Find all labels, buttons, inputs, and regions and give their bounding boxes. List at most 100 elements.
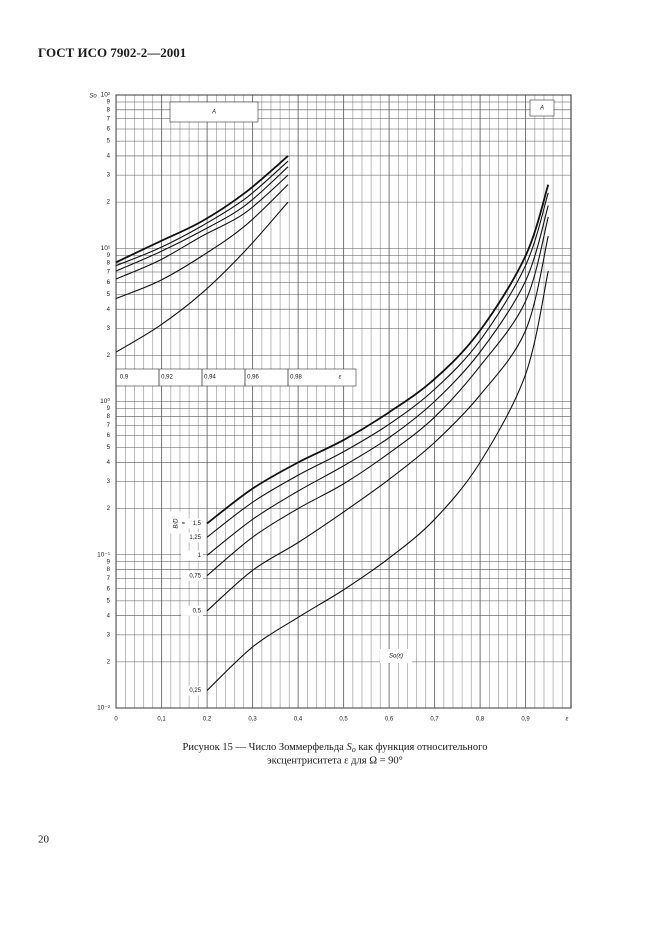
curve bbox=[115, 160, 289, 267]
y-tick-label: 2 bbox=[107, 200, 111, 206]
y-tick-label: 4 bbox=[107, 307, 111, 313]
y-tick-label: 9 bbox=[107, 253, 111, 259]
inset-axis-band bbox=[115, 368, 357, 387]
y-tick-label: 10² bbox=[101, 92, 111, 99]
x-tick-label: 0,8 bbox=[476, 717, 485, 723]
y-tick-label: 7 bbox=[107, 270, 111, 276]
y-tick-label: 8 bbox=[107, 261, 111, 267]
series-label: 0,5 bbox=[193, 608, 202, 614]
caption-symbol: S bbox=[346, 742, 352, 753]
x-tick-label: 0,6 bbox=[385, 717, 394, 723]
x-tick-label: 0,9 bbox=[120, 375, 129, 381]
box-label: A bbox=[539, 106, 544, 112]
curve bbox=[206, 205, 549, 556]
y-tick-label: 6 bbox=[107, 433, 111, 439]
series-label: 1,25 bbox=[189, 535, 201, 541]
curve bbox=[115, 155, 289, 264]
curve bbox=[115, 184, 289, 300]
y-tick-label: 6 bbox=[107, 127, 111, 133]
y-tick-label: 9 bbox=[107, 559, 111, 565]
y-tick-label: 5 bbox=[107, 445, 111, 451]
ratio-label: B/D bbox=[174, 518, 180, 529]
page-number: 20 bbox=[38, 834, 50, 846]
y-tick-label: 3 bbox=[107, 173, 111, 179]
box-label: A bbox=[211, 110, 216, 116]
y-tick-label: 5 bbox=[107, 292, 111, 298]
curve bbox=[115, 201, 289, 353]
curve-label: So(ε) bbox=[389, 654, 403, 660]
label-bg bbox=[246, 372, 261, 382]
label-box bbox=[529, 99, 555, 117]
label-bg bbox=[181, 518, 203, 529]
label-bg bbox=[181, 570, 203, 581]
y-tick-label: 10¹ bbox=[101, 245, 111, 252]
caption-line2: эксцентриситета ε для Ω = 90° bbox=[267, 755, 403, 766]
caption-symbol-sub: o bbox=[352, 745, 356, 754]
x-tick-label: 0,96 bbox=[247, 375, 259, 381]
caption-text: как функция относительного bbox=[358, 742, 487, 753]
y-tick-label: 3 bbox=[107, 632, 111, 638]
y-tick-label: 10⁰ bbox=[100, 397, 110, 405]
y-tick-label: 3 bbox=[107, 479, 111, 485]
header: ГОСТ ИСО 7902-2—2001 bbox=[38, 45, 186, 60]
curve bbox=[206, 270, 549, 691]
y-tick-label: 6 bbox=[107, 586, 111, 592]
ratio-sign: = bbox=[181, 521, 185, 527]
x-tick-label: 0,1 bbox=[157, 717, 166, 723]
x-tick-label: 0,92 bbox=[161, 375, 173, 381]
x-tick-label: 0,3 bbox=[248, 717, 257, 723]
label-bg bbox=[181, 605, 203, 616]
label-bg bbox=[181, 532, 203, 543]
x-tick-label: 0,98 bbox=[290, 375, 302, 381]
curve bbox=[206, 235, 549, 612]
label-bg bbox=[380, 649, 412, 663]
label-bg bbox=[203, 372, 218, 382]
label-bg bbox=[160, 372, 175, 382]
y-tick-label: 9 bbox=[107, 406, 111, 412]
y-tick-label: 8 bbox=[107, 567, 111, 573]
y-tick-label: 4 bbox=[107, 154, 111, 160]
y-tick-label: 10⁻¹ bbox=[97, 551, 111, 558]
series-label: 0,25 bbox=[189, 688, 201, 694]
label-bg bbox=[289, 372, 304, 382]
label-bg bbox=[170, 511, 182, 534]
x-axis-label: ε bbox=[566, 717, 569, 723]
y-tick-label: 9 bbox=[107, 100, 111, 106]
curve bbox=[115, 174, 289, 280]
x-tick-label: 0,2 bbox=[203, 717, 212, 723]
y-tick-label: 3 bbox=[107, 326, 111, 332]
y-tick-label: 6 bbox=[107, 280, 111, 286]
y-tick-label: 5 bbox=[107, 139, 111, 145]
x-tick-label: 0,5 bbox=[339, 717, 348, 723]
label-bg bbox=[117, 372, 132, 382]
x-tick-label: 0,9 bbox=[521, 717, 530, 723]
label-bg bbox=[181, 550, 203, 561]
series-label: 1 bbox=[198, 553, 202, 559]
caption-line1: Рисунок 15 — Число Зоммерфельда So как ф… bbox=[183, 742, 488, 755]
series-label: 0,75 bbox=[189, 573, 201, 579]
caption-text: Рисунок 15 — Число Зоммерфельда bbox=[183, 742, 345, 753]
y-tick-label: 2 bbox=[107, 353, 111, 359]
curve bbox=[115, 166, 289, 272]
curve bbox=[206, 192, 549, 538]
x-tick-label: 0 bbox=[114, 717, 118, 723]
curve bbox=[206, 184, 550, 525]
y-tick-label: 2 bbox=[107, 506, 111, 512]
curve bbox=[206, 216, 549, 577]
y-tick-label: 8 bbox=[107, 414, 111, 420]
y-tick-label: 2 bbox=[107, 659, 111, 665]
x-tick-label: 0,7 bbox=[430, 717, 439, 723]
label-box bbox=[169, 101, 259, 123]
y-tick-label: 7 bbox=[107, 116, 111, 122]
y-tick-label: 10⁻² bbox=[97, 705, 111, 712]
x-axis-label: ε bbox=[339, 375, 342, 381]
y-tick-label: 8 bbox=[107, 107, 111, 113]
y-axis-label: So bbox=[89, 94, 97, 100]
x-tick-label: 0,94 bbox=[204, 375, 216, 381]
plot: 10⁻²2345678910⁻¹2345678910⁰2345678910¹23… bbox=[89, 92, 572, 723]
series-label: 1,5 bbox=[193, 521, 202, 527]
label-bg bbox=[181, 685, 203, 696]
y-tick-label: 4 bbox=[107, 460, 111, 466]
y-tick-label: 7 bbox=[107, 576, 111, 582]
